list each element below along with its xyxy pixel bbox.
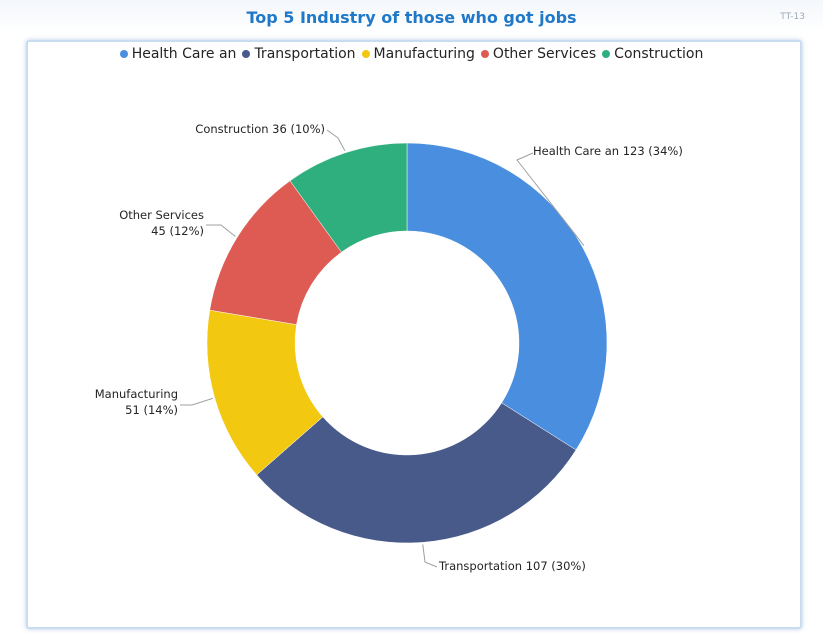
title-bar: Top 5 Industry of those who got jobs TT-… [0, 0, 823, 34]
data-label: 45 (12%) [151, 224, 204, 238]
legend-item[interactable]: Manufacturing [361, 46, 475, 62]
data-label: Manufacturing [95, 387, 178, 401]
legend-label: Transportation [254, 46, 356, 62]
leader-line [206, 224, 236, 237]
legend-swatch [480, 50, 489, 58]
legend-label: Health Care an [131, 46, 237, 62]
data-label: Health Care an 123 (34%) [533, 144, 683, 158]
legend-item[interactable]: Transportation [242, 46, 356, 62]
leader-line [326, 129, 346, 152]
chart-title: Top 5 Industry of those who got jobs [246, 8, 577, 27]
chart-legend[interactable]: Health Care an Transportation Manufacturin… [0, 46, 823, 62]
legend-item[interactable]: Health Care an [119, 46, 237, 62]
leader-line [422, 544, 438, 568]
donut-slice[interactable] [406, 142, 608, 451]
legend-swatch [119, 50, 128, 58]
data-label: Other Services [119, 208, 204, 222]
leader-line [180, 397, 213, 406]
leader-line [516, 152, 585, 246]
legend-swatch [361, 50, 370, 58]
data-label: Construction 36 (10%) [195, 122, 325, 136]
legend-label: Manufacturing [373, 46, 475, 62]
donut-slice[interactable] [256, 402, 577, 544]
legend-item[interactable]: Construction [602, 46, 703, 62]
legend-label: Construction [614, 46, 704, 62]
donut-slice[interactable] [289, 142, 408, 253]
visual-code-label: TT-13 [780, 12, 805, 22]
legend-item[interactable]: Other Services [480, 46, 597, 62]
legend-swatch [242, 50, 251, 58]
data-label: Transportation 107 (30%) [438, 559, 586, 573]
legend-swatch [602, 50, 611, 58]
data-label: 51 (14%) [125, 403, 178, 417]
legend-label: Other Services [492, 46, 597, 62]
